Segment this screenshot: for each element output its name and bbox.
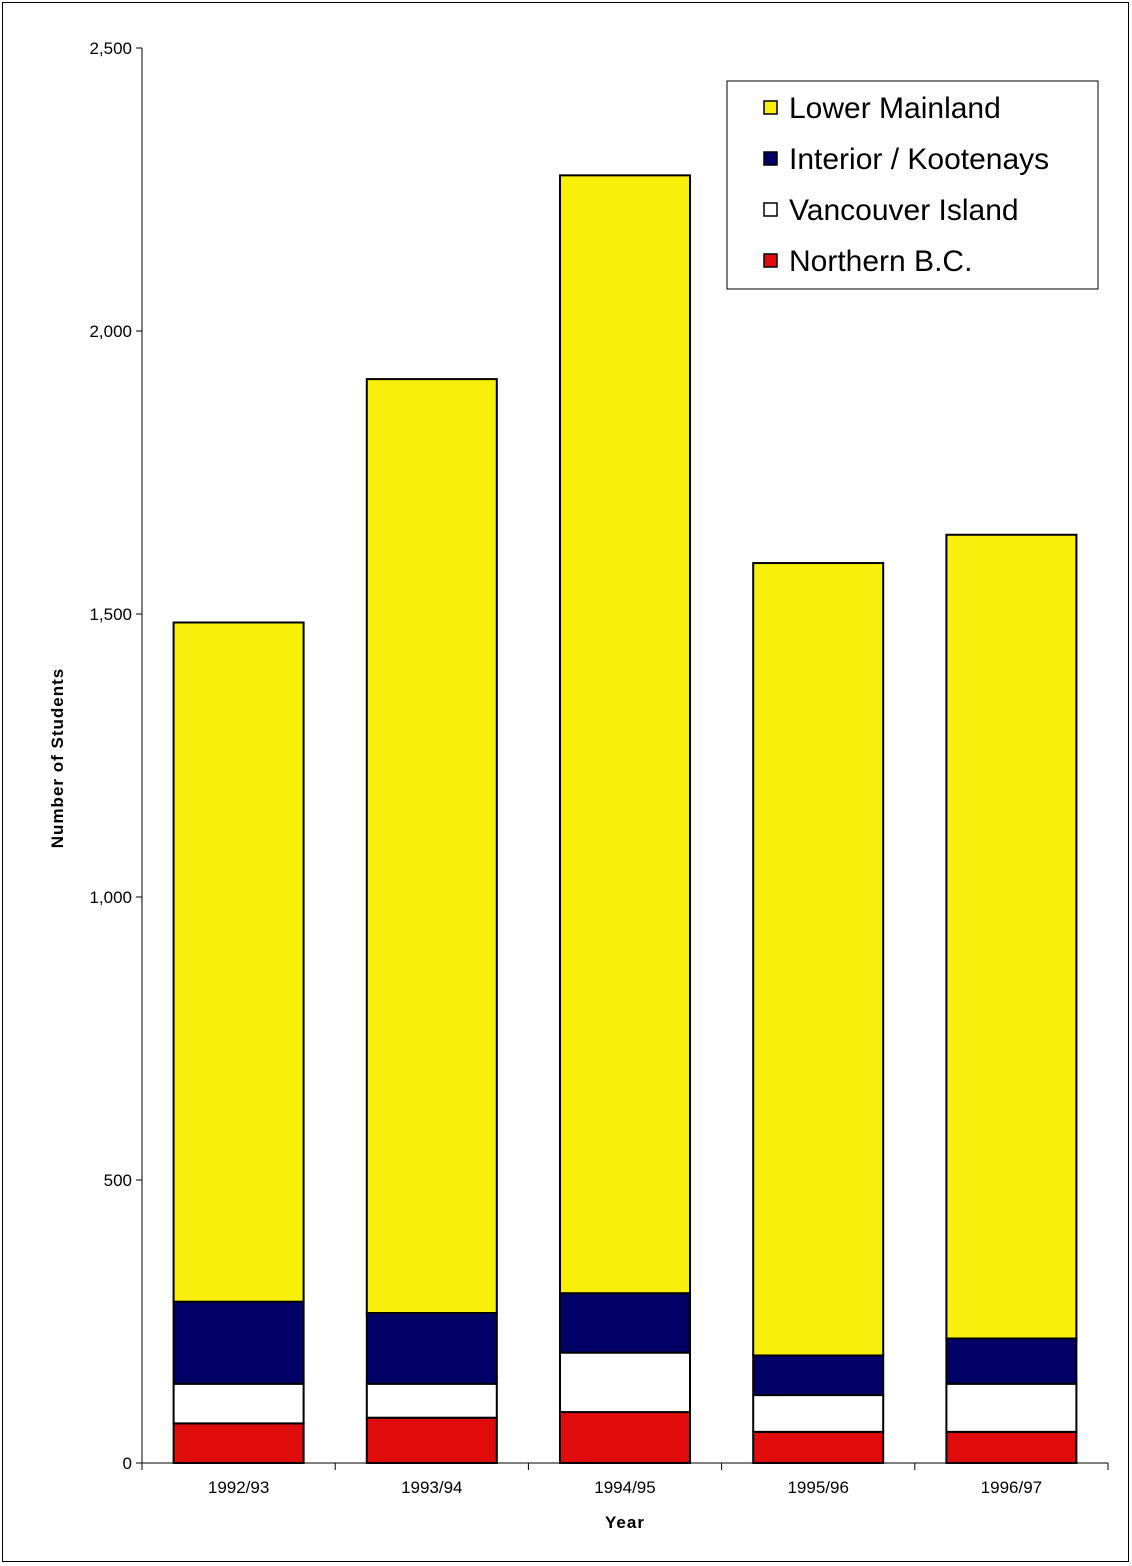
bar-segment (365, 1382, 498, 1419)
legend-swatch (763, 253, 778, 268)
bar-segment (172, 1382, 305, 1425)
legend-label: Interior / Kootenays (789, 143, 1049, 176)
y-tick-label: 1,000 (89, 888, 132, 907)
bar-segment (559, 1292, 691, 1354)
bar-segment (172, 621, 305, 1303)
bar-segment (365, 1312, 498, 1385)
bar-segment (752, 1394, 885, 1433)
legend-label: Vancouver Island (789, 194, 1019, 227)
bar-segment (365, 378, 498, 1315)
bar-segment (752, 1354, 885, 1397)
y-axis-title: Number of Students (48, 668, 67, 848)
legend-label: Northern B.C. (789, 245, 972, 278)
y-tick-label: 0 (123, 1454, 132, 1473)
bar-segment (945, 1337, 1078, 1385)
bar-segment (559, 174, 691, 1295)
x-tick-label: 1995/96 (787, 1478, 848, 1497)
x-tick-label: 1993/94 (401, 1478, 462, 1497)
x-tick-label: 1992/93 (208, 1478, 269, 1497)
bar-segment (559, 1411, 691, 1465)
bar-segment (172, 1422, 305, 1465)
bar-segment (752, 1430, 885, 1464)
bar-segment (172, 1300, 305, 1385)
legend-label: Lower Mainland (789, 92, 1001, 125)
y-tick-label: 2,000 (89, 322, 132, 341)
bar-segment (945, 533, 1078, 1340)
y-tick-label: 2,500 (89, 39, 132, 58)
x-tick-label: 1994/95 (594, 1478, 655, 1497)
bar-segment (945, 1430, 1078, 1464)
legend-swatch (763, 100, 778, 115)
y-tick-label: 500 (104, 1171, 132, 1190)
legend-swatch (763, 202, 778, 217)
bar-segment (752, 562, 885, 1357)
x-axis-title: Year (605, 1513, 645, 1532)
bar-segment (365, 1416, 498, 1464)
legend-box (726, 80, 1099, 290)
bar-segment (559, 1351, 691, 1414)
legend-swatch (763, 151, 778, 166)
y-tick-label: 1,500 (89, 605, 132, 624)
x-tick-label: 1996/97 (981, 1478, 1042, 1497)
bar-segment (945, 1382, 1078, 1433)
